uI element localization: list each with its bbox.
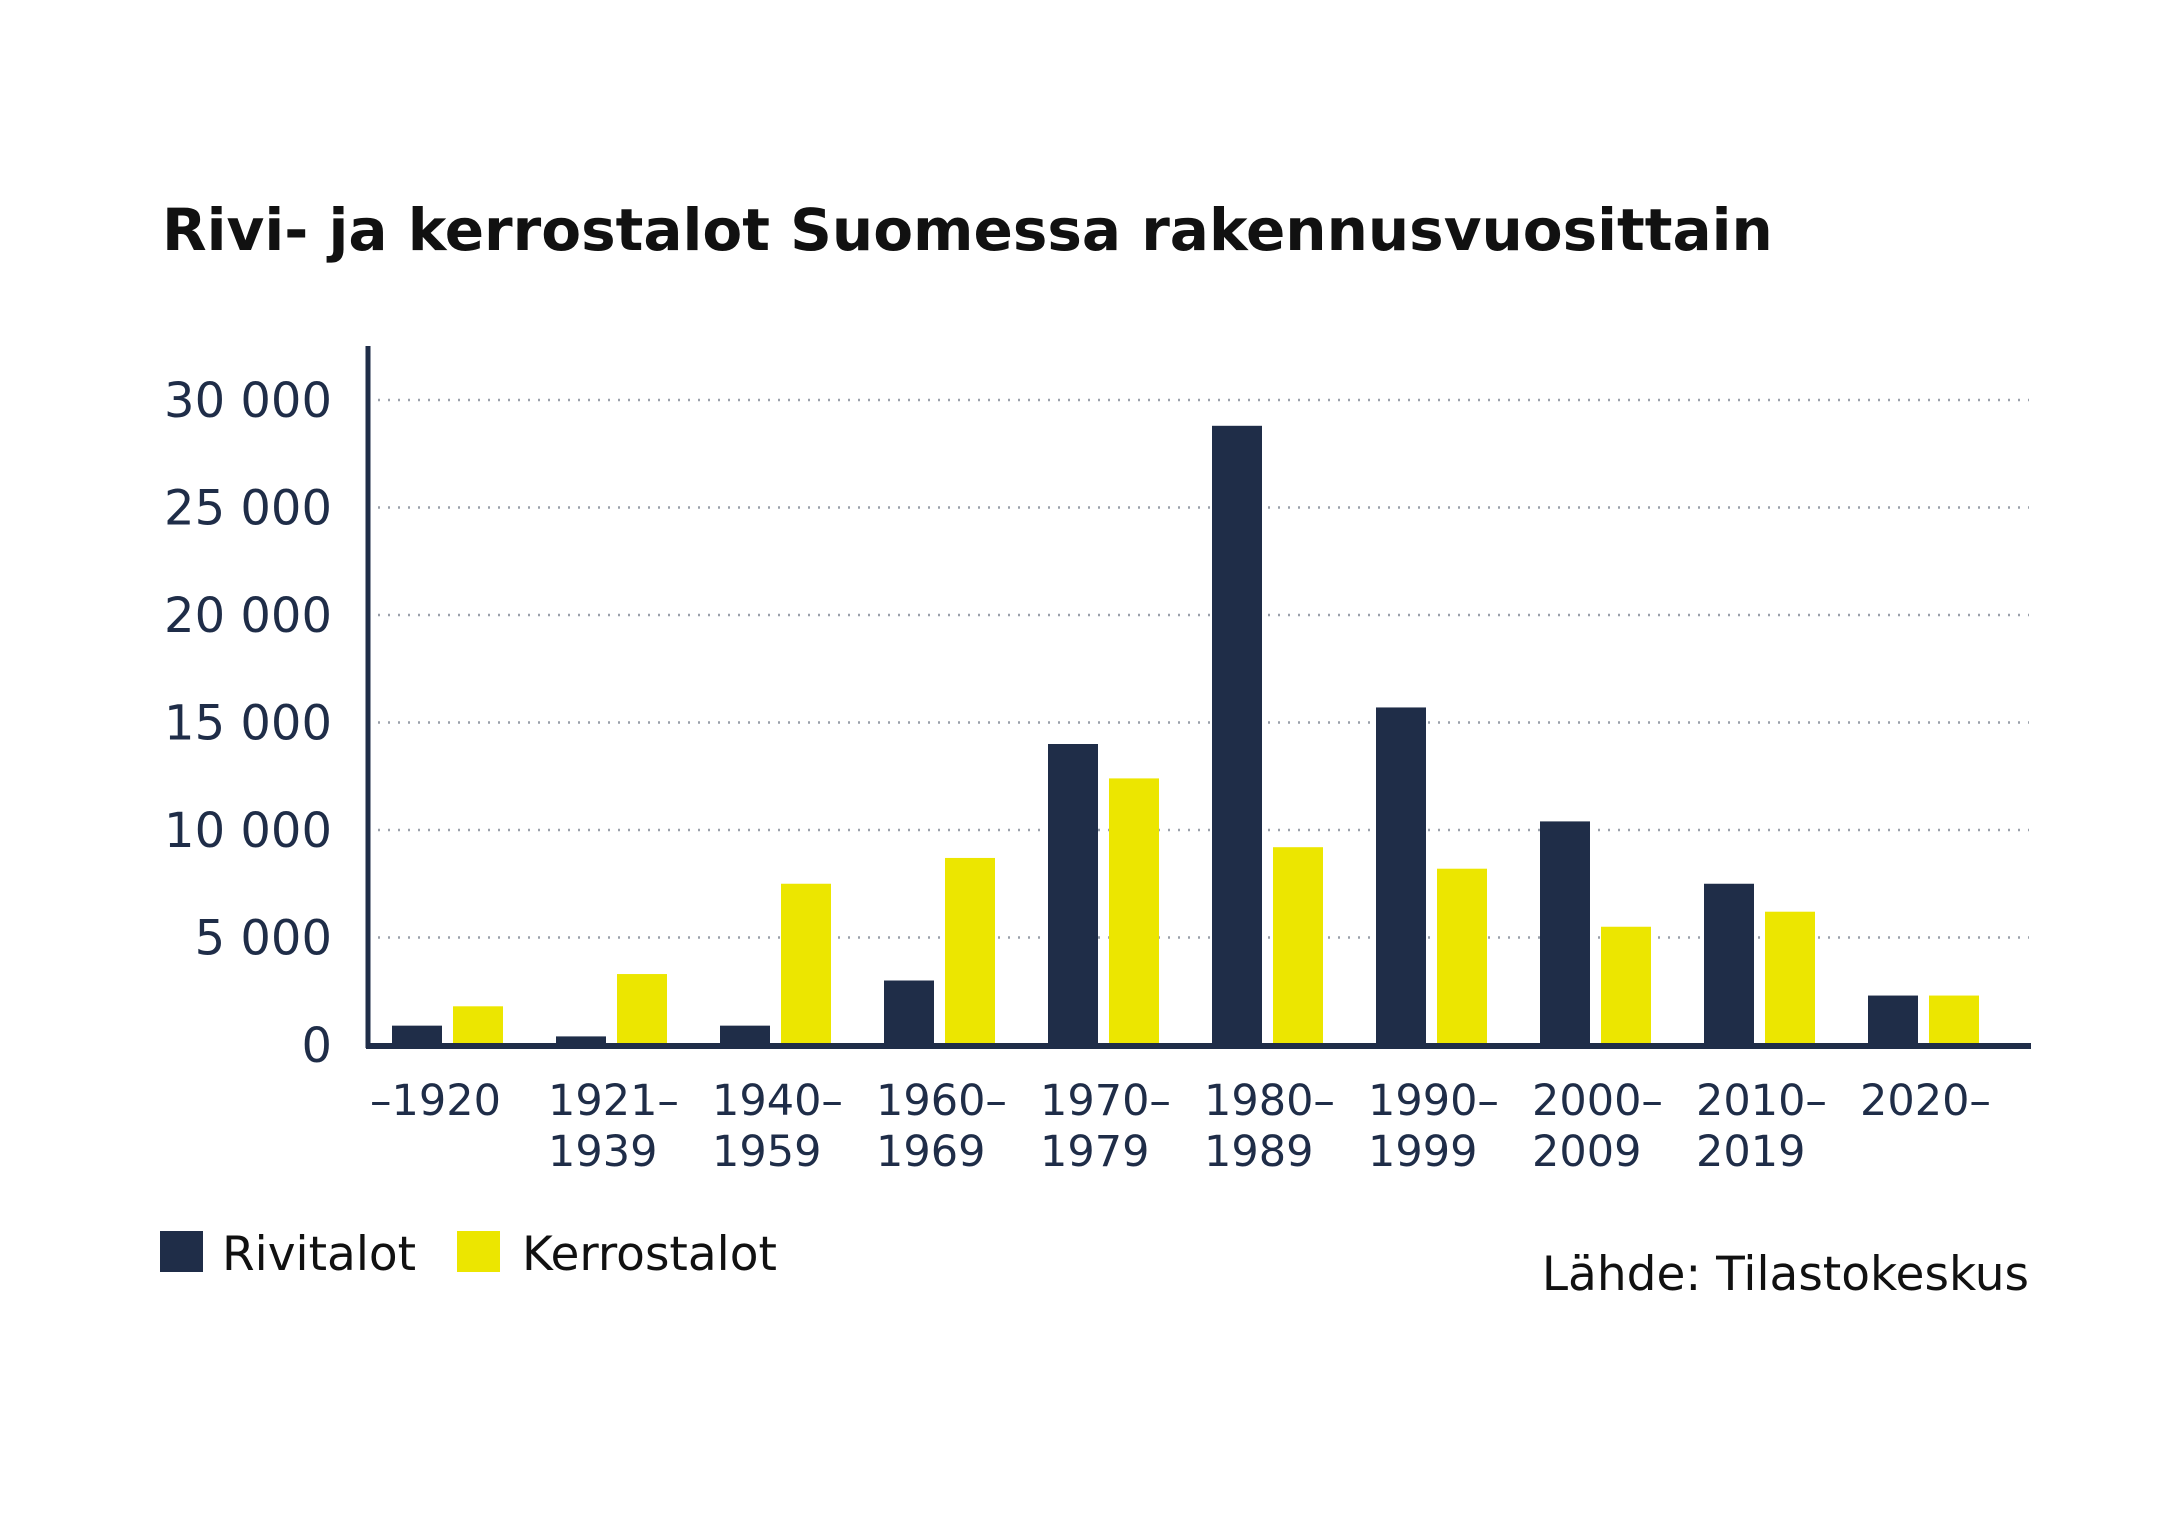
y-tick-label: 15 000 — [164, 696, 332, 752]
bar-kerrostalot-5 — [1273, 847, 1323, 1045]
bar-rivitalot-5 — [1212, 425, 1262, 1045]
y-tick-label: 30 000 — [164, 373, 332, 429]
x-tick-label: 2009 — [1532, 1127, 1641, 1177]
x-tick-label: 1939 — [548, 1127, 657, 1177]
x-tick-label: –1920 — [370, 1076, 501, 1126]
y-axis-ticks: 0 5 000 10 000 15 000 20 000 25 000 30 000 — [164, 373, 332, 1074]
bar-kerrostalot-3 — [945, 857, 995, 1045]
gridlines — [378, 398, 2029, 939]
bar-kerrostalot-9 — [1929, 995, 1979, 1045]
bar-kerrostalot-6 — [1437, 868, 1487, 1045]
y-tick-label: 0 — [301, 1018, 332, 1074]
bar-rivitalot-1 — [556, 1036, 606, 1045]
chart-title: Rivi- ja kerrostalot Suomessa rakennusvu… — [162, 196, 1773, 264]
y-tick-label: 25 000 — [164, 481, 332, 537]
bar-kerrostalot-8 — [1765, 911, 1815, 1045]
bar-rivitalot-7 — [1540, 821, 1590, 1045]
x-tick-label: 2020– — [1860, 1076, 1991, 1126]
bars — [392, 425, 1979, 1045]
bar-kerrostalot-7 — [1601, 926, 1651, 1045]
bar-kerrostalot-4 — [1109, 778, 1159, 1045]
x-tick-label: 2010– — [1696, 1076, 1827, 1126]
bar-rivitalot-3 — [884, 980, 934, 1045]
y-tick-label: 10 000 — [164, 803, 332, 859]
x-tick-label: 1979 — [1040, 1127, 1149, 1177]
bar-rivitalot-4 — [1048, 744, 1098, 1045]
x-tick-label: 1959 — [712, 1127, 821, 1177]
source-note: Lähde: Tilastokeskus — [1542, 1247, 2029, 1302]
x-tick-label: 2019 — [1696, 1127, 1805, 1177]
x-tick-label: 1999 — [1368, 1127, 1477, 1177]
bar-rivitalot-6 — [1376, 707, 1426, 1045]
x-tick-label: 1989 — [1204, 1127, 1313, 1177]
bar-kerrostalot-2 — [781, 883, 831, 1045]
legend-swatch-rivitalot — [160, 1231, 203, 1272]
x-tick-label: 1960– — [876, 1076, 1007, 1126]
x-tick-label: 1921– — [548, 1076, 679, 1126]
bar-rivitalot-9 — [1868, 995, 1918, 1045]
bar-rivitalot-2 — [720, 1025, 770, 1045]
legend-label-kerrostalot: Kerrostalot — [522, 1227, 777, 1282]
bar-kerrostalot-0 — [453, 1006, 503, 1045]
legend-swatch-kerrostalot — [457, 1231, 500, 1272]
x-tick-label: 1970– — [1040, 1076, 1171, 1126]
x-tick-label: 1990– — [1368, 1076, 1499, 1126]
bar-kerrostalot-1 — [617, 974, 667, 1045]
x-tick-label: 1969 — [876, 1127, 985, 1177]
bar-rivitalot-0 — [392, 1025, 442, 1045]
x-axis-ticks: –1920 1921–1939 1940–1959 1960–1969 1970–197… — [370, 1076, 1991, 1177]
x-tick-label: 1980– — [1204, 1076, 1335, 1126]
x-tick-label: 2000– — [1532, 1076, 1663, 1126]
legend: Rivitalot Kerrostalot — [160, 1227, 777, 1282]
legend-label-rivitalot: Rivitalot — [222, 1227, 416, 1282]
bar-rivitalot-8 — [1704, 883, 1754, 1045]
y-tick-label: 20 000 — [164, 588, 332, 644]
x-tick-label: 1940– — [712, 1076, 843, 1126]
y-tick-label: 5 000 — [195, 911, 332, 967]
